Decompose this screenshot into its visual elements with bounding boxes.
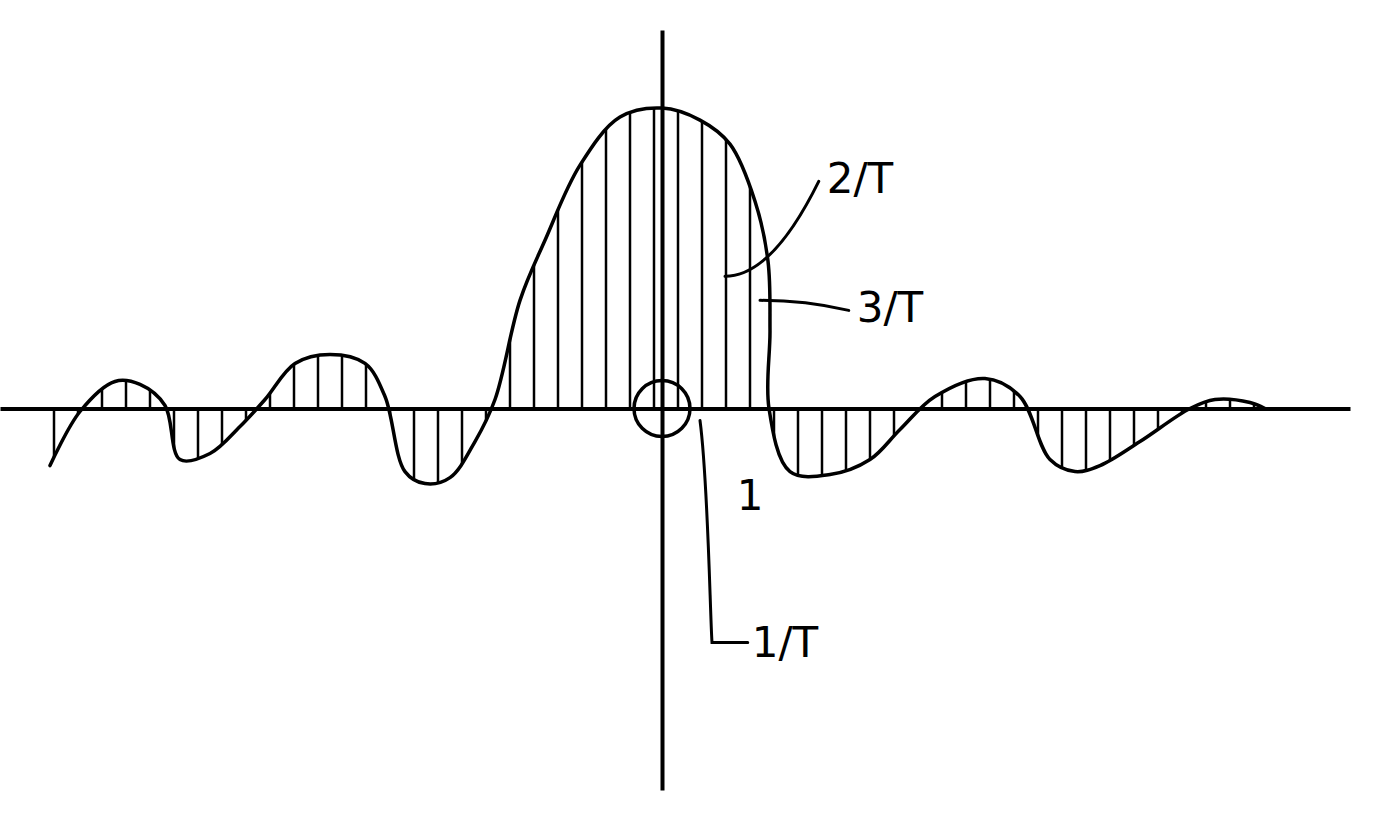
x-axis xyxy=(1,408,1351,409)
x-axis-line xyxy=(1,407,1351,411)
y-axis-line xyxy=(661,31,665,791)
leader-line xyxy=(725,181,819,276)
leader-line xyxy=(760,300,849,310)
annotations: 2/T 3/T 1/T 1 xyxy=(700,154,924,667)
origin-circle xyxy=(634,380,690,436)
y-axis xyxy=(662,31,663,791)
curve xyxy=(50,108,1265,484)
leader-line xyxy=(700,421,748,643)
annotation-label: 2/T xyxy=(827,154,894,203)
annotation-label: 1/T xyxy=(752,618,819,667)
annotation-label: 3/T xyxy=(857,283,924,332)
plot-area xyxy=(50,108,1265,484)
chart: 2/T 3/T 1/T 1 xyxy=(0,0,1374,822)
annotation-label: 1 xyxy=(737,471,764,520)
hatched-area xyxy=(50,108,1265,484)
